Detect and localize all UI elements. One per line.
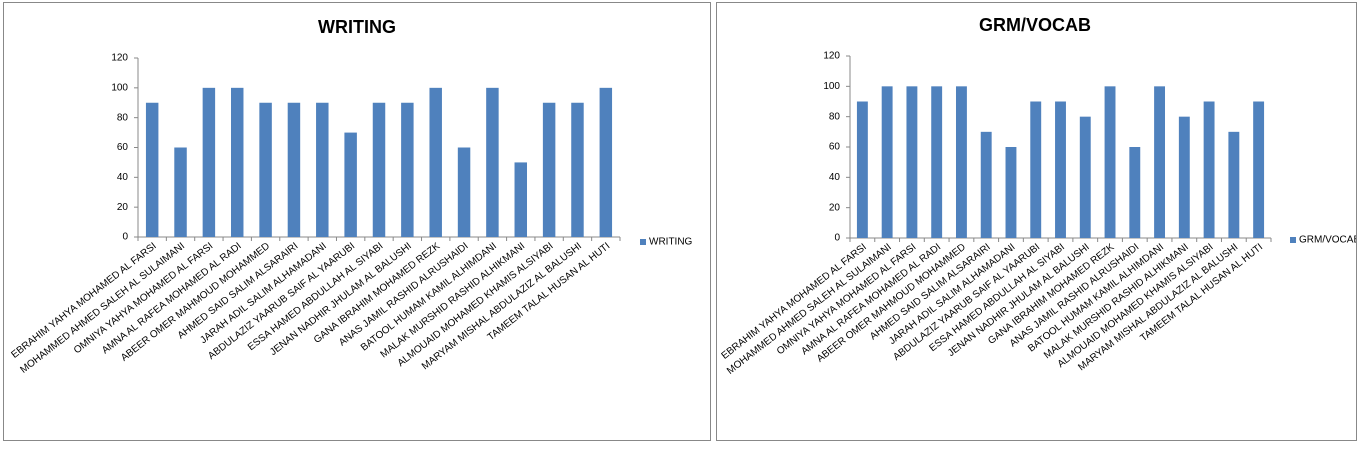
legend-swatch bbox=[1290, 237, 1296, 243]
chart-title: WRITING bbox=[318, 17, 396, 37]
bar bbox=[1178, 116, 1190, 238]
bar bbox=[1005, 147, 1017, 238]
bar bbox=[881, 86, 893, 238]
y-tick-label: 0 bbox=[834, 233, 840, 244]
bar bbox=[1055, 101, 1066, 238]
bar bbox=[599, 87, 613, 237]
bar bbox=[571, 102, 584, 237]
legend-swatch bbox=[640, 239, 646, 245]
bar bbox=[344, 132, 357, 237]
y-tick-label: 40 bbox=[117, 172, 129, 183]
y-tick-label: 60 bbox=[829, 142, 841, 153]
legend-label: GRM/VOCAB bbox=[1299, 235, 1360, 246]
bar bbox=[1104, 86, 1116, 238]
bar bbox=[1129, 147, 1141, 238]
y-tick-label: 20 bbox=[829, 202, 841, 213]
bar bbox=[514, 162, 528, 237]
y-tick-label: 120 bbox=[823, 51, 840, 62]
bar bbox=[1253, 101, 1265, 238]
bar bbox=[202, 87, 216, 237]
chart-title: GRM/VOCAB bbox=[979, 15, 1091, 35]
bar bbox=[486, 87, 499, 237]
bar bbox=[401, 102, 414, 237]
bar bbox=[174, 147, 187, 237]
y-tick-label: 80 bbox=[117, 112, 129, 123]
bar bbox=[287, 102, 301, 237]
bar bbox=[1228, 131, 1240, 238]
bar bbox=[931, 86, 943, 238]
bar bbox=[429, 87, 442, 237]
bar bbox=[145, 102, 159, 237]
bar bbox=[1203, 101, 1215, 238]
bar bbox=[1154, 86, 1166, 238]
bar bbox=[906, 86, 918, 238]
y-tick-label: 0 bbox=[122, 232, 128, 243]
y-tick-label: 60 bbox=[117, 142, 129, 153]
chart-frame bbox=[3, 2, 711, 441]
y-tick-label: 20 bbox=[117, 202, 129, 213]
bar bbox=[955, 86, 967, 238]
y-tick-label: 100 bbox=[823, 81, 840, 92]
bar bbox=[1030, 101, 1042, 238]
bar bbox=[230, 87, 244, 237]
y-tick-label: 100 bbox=[111, 82, 128, 93]
bar bbox=[856, 101, 868, 238]
bar bbox=[372, 102, 386, 237]
legend-label: WRITING bbox=[649, 237, 693, 248]
y-tick-label: 80 bbox=[829, 111, 841, 122]
bar bbox=[542, 102, 556, 237]
bar bbox=[1079, 116, 1091, 238]
bar bbox=[980, 131, 992, 238]
bar bbox=[259, 102, 272, 237]
bar bbox=[457, 147, 471, 237]
y-tick-label: 120 bbox=[111, 53, 128, 64]
y-tick-label: 40 bbox=[829, 172, 841, 183]
bar bbox=[316, 102, 329, 237]
